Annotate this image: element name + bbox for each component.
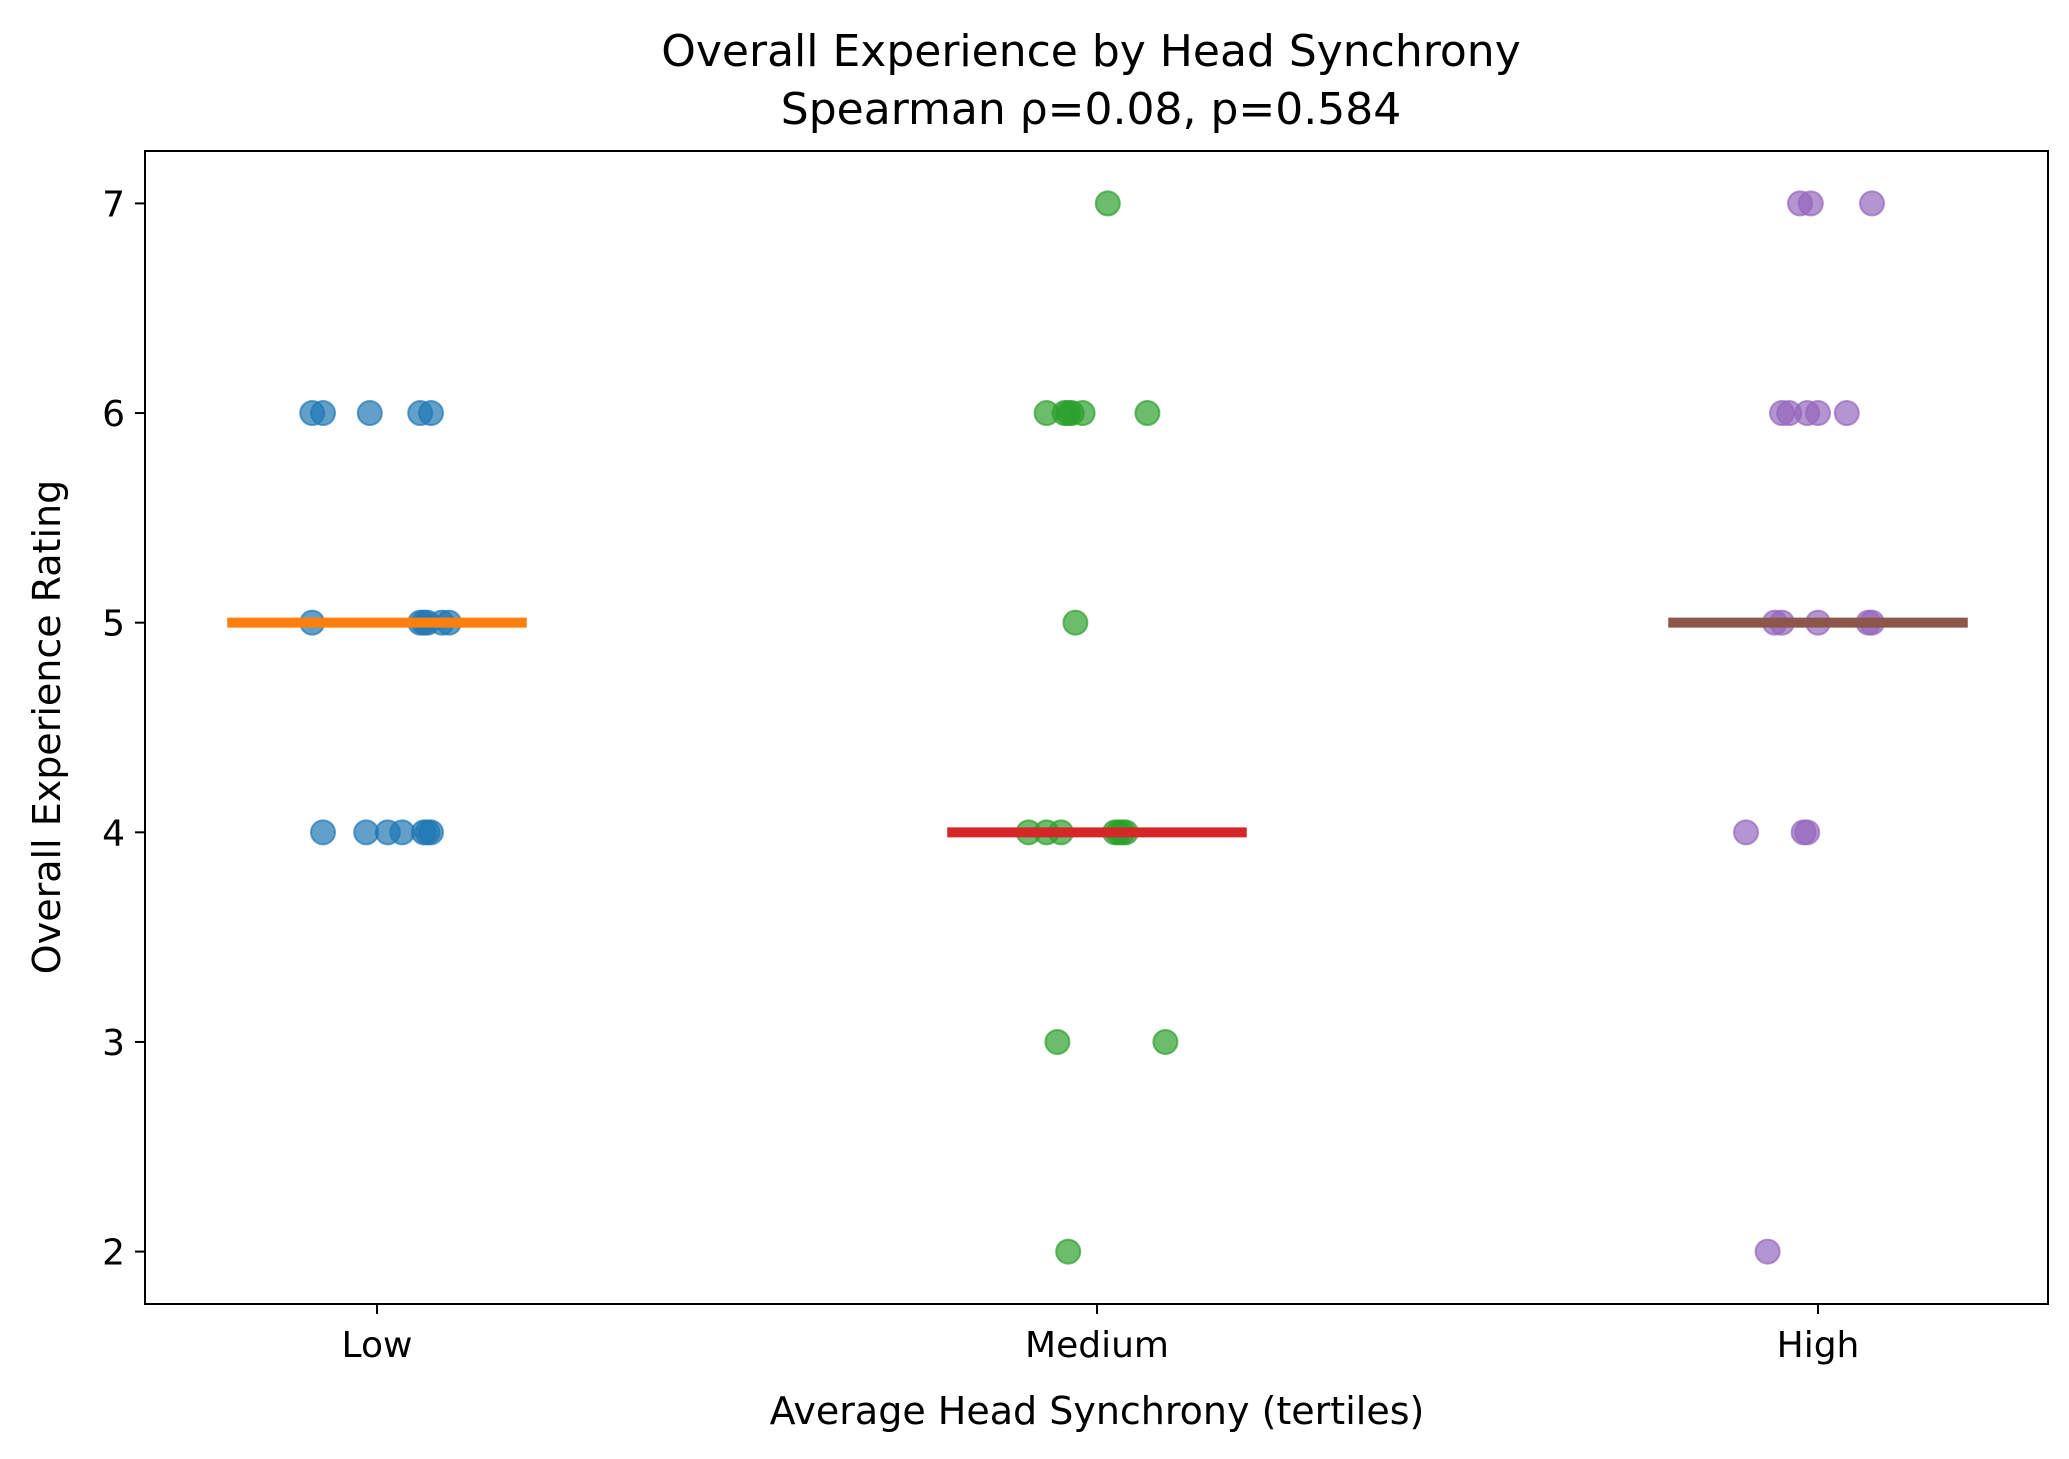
y-tick-label: 4 xyxy=(102,813,125,854)
x-axis: Low Medium High xyxy=(342,1304,1860,1366)
data-point xyxy=(418,400,444,427)
x-tick-label: High xyxy=(1777,1325,1860,1366)
data-point xyxy=(1794,819,1821,846)
data-point xyxy=(1044,1028,1071,1055)
data-point xyxy=(1134,400,1161,427)
data-point xyxy=(356,400,383,427)
data-point xyxy=(1833,400,1860,427)
data-point xyxy=(1062,609,1089,636)
data-point xyxy=(418,819,444,846)
x-tick-label: Low xyxy=(342,1325,413,1366)
data-point xyxy=(310,819,336,846)
series-high xyxy=(1668,190,1968,1265)
y-tick-label: 7 xyxy=(102,184,125,225)
x-axis-label: Average Head Synchrony (tertiles) xyxy=(770,1389,1425,1433)
series-medium xyxy=(947,190,1247,1265)
data-point xyxy=(389,819,416,846)
data-point xyxy=(1055,1238,1082,1265)
y-tick-label: 5 xyxy=(102,604,125,645)
series-low xyxy=(227,400,527,846)
x-tick-label: Medium xyxy=(1025,1325,1169,1366)
data-point xyxy=(1152,1028,1179,1055)
y-axis-label: Overall Experience Rating xyxy=(25,480,69,974)
data-point xyxy=(353,819,380,846)
data-point xyxy=(1797,190,1824,217)
plot-frame xyxy=(144,150,2049,1305)
data-point xyxy=(1805,400,1831,427)
plot-area xyxy=(227,190,1968,1265)
data-point xyxy=(1733,819,1759,846)
y-tick-label: 6 xyxy=(102,394,125,435)
y-tick-label: 2 xyxy=(102,1233,125,1274)
data-point xyxy=(1754,1238,1781,1265)
y-tick-label: 3 xyxy=(102,1023,125,1064)
data-point xyxy=(1094,190,1121,217)
data-point xyxy=(310,400,336,427)
chart-title: Overall Experience by Head Synchrony xyxy=(661,26,1520,77)
chart-subtitle: Spearman ρ=0.08, p=0.584 xyxy=(781,84,1401,135)
y-axis: 2 3 4 5 6 7 xyxy=(102,184,145,1274)
data-point xyxy=(1069,400,1096,427)
data-point xyxy=(1859,190,1885,217)
